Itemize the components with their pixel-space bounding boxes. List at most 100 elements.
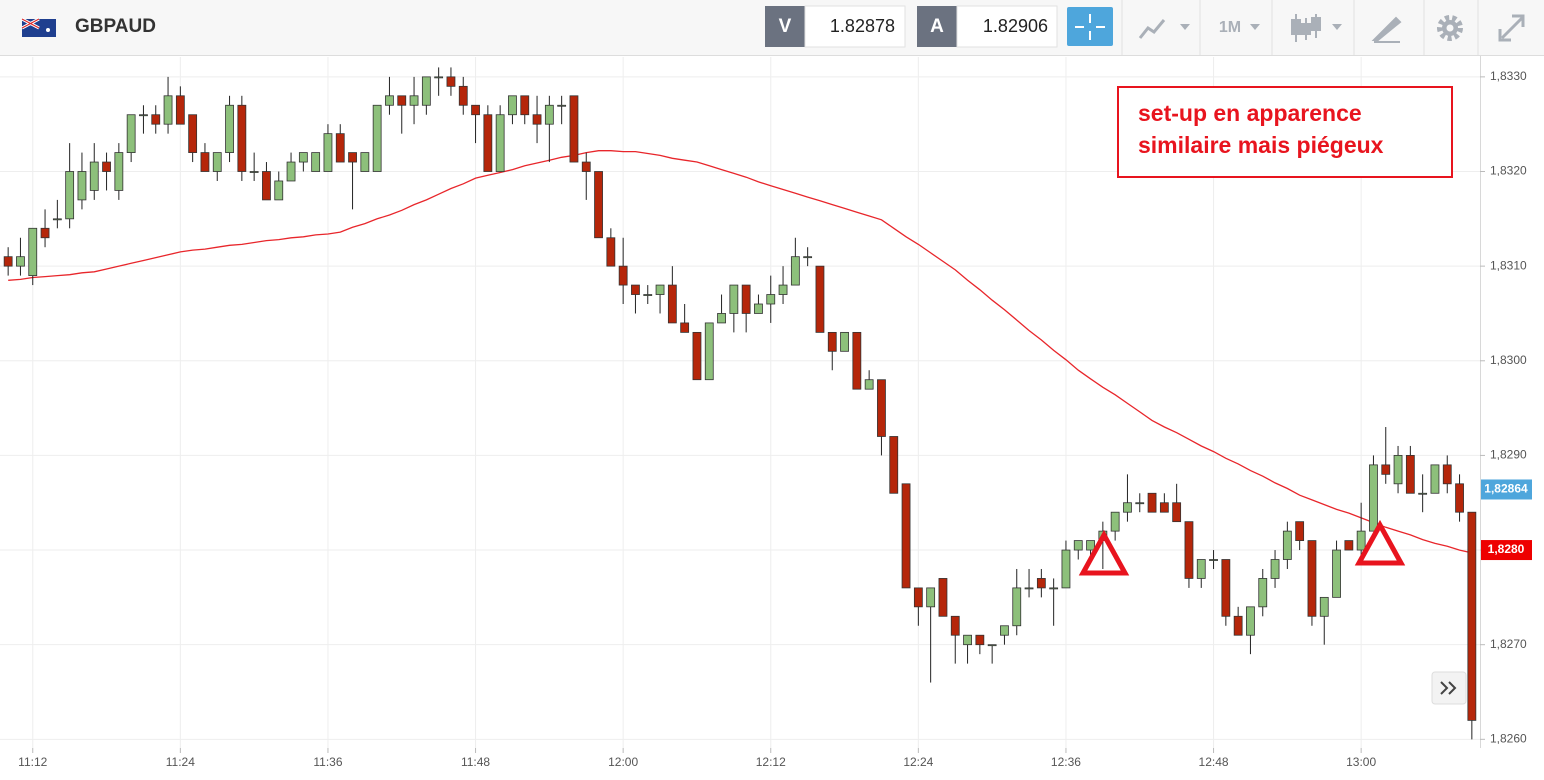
candle-body: [298, 152, 308, 163]
candle-body: [397, 95, 407, 106]
candle-body: [1184, 521, 1194, 579]
candle-body: [938, 578, 948, 617]
candle-body: [987, 644, 997, 647]
candle-body: [163, 95, 173, 125]
candle-body: [840, 331, 849, 352]
candle-body: [385, 95, 394, 106]
candle-body: [335, 133, 345, 163]
candle-body: [815, 265, 825, 333]
candle-body: [188, 114, 198, 153]
candle-body: [594, 171, 603, 239]
candle-body: [901, 483, 911, 589]
candle-body: [655, 284, 665, 295]
candle-body: [827, 331, 837, 352]
candle-body: [65, 171, 75, 220]
annotation-box: [1117, 86, 1453, 178]
x-tick-label: 11:24: [166, 755, 195, 769]
candle-body: [421, 76, 431, 106]
candle-body: [1393, 455, 1403, 485]
candle-body: [1000, 625, 1009, 636]
candle-body: [212, 152, 222, 172]
candle-body: [1405, 455, 1415, 494]
candle-body: [1036, 578, 1046, 589]
candle-body: [754, 303, 763, 314]
toolbar-separators: [1121, 0, 1479, 55]
x-tick-label: 11:36: [313, 755, 342, 769]
candle-body: [225, 104, 234, 153]
bid-price: 1.82878: [830, 16, 895, 36]
symbol: GBPAUD: [75, 16, 156, 37]
candle-body: [1233, 615, 1243, 636]
candle-body: [717, 313, 726, 324]
annotation-text: similaire mais piégeux: [1138, 132, 1384, 158]
candle-body: [471, 104, 480, 116]
price-badge: [1481, 540, 1532, 561]
candle-body: [1123, 502, 1132, 513]
candle-body: [409, 95, 419, 106]
flag-icon: [21, 17, 56, 37]
candle-body: [1282, 530, 1292, 560]
candle-body: [975, 634, 985, 646]
candle-body: [643, 294, 653, 296]
candle-body: [40, 227, 50, 239]
candle-body: [1344, 540, 1354, 551]
candle-body: [262, 171, 271, 201]
candle-body: [1110, 511, 1120, 532]
x-tick-label: 12:48: [1199, 755, 1229, 769]
candle-body: [1295, 521, 1305, 541]
candle-body: [1172, 502, 1182, 523]
candle-body: [889, 436, 899, 494]
candle-body: [532, 114, 542, 125]
ask-box: [956, 5, 1058, 48]
candle-body: [1455, 483, 1464, 513]
candle-body: [77, 171, 87, 201]
x-tick-label: 13:00: [1346, 755, 1376, 769]
candle-body: [1049, 587, 1059, 590]
candle-body: [1135, 502, 1145, 505]
chart-type-button[interactable]: [1138, 19, 1190, 39]
candles-button[interactable]: [1291, 14, 1342, 42]
candle-body: [1418, 492, 1428, 495]
candle-body: [323, 133, 333, 172]
candle-body: [1381, 464, 1391, 475]
candle-body: [1442, 464, 1452, 485]
setup-triangle: [1354, 519, 1406, 566]
ask-button[interactable]: [917, 6, 957, 47]
annotation: set-up en apparence similaire mais piége…: [1117, 86, 1453, 178]
candle-body: [311, 152, 321, 172]
candle-body: [1086, 540, 1095, 551]
setup-triangle: [1078, 529, 1130, 576]
candle-body: [963, 634, 972, 646]
candle-body: [1258, 578, 1268, 608]
settings-button[interactable]: [1437, 15, 1463, 41]
candle-body: [102, 161, 111, 172]
fullscreen-button[interactable]: [1498, 14, 1525, 42]
scroll-button[interactable]: [1431, 671, 1467, 705]
y-tick-label: 1,8320: [1490, 164, 1527, 178]
price-badge-label: 1,82864: [1484, 482, 1528, 496]
y-tick-label: 1,8260: [1490, 731, 1527, 745]
candle-body: [249, 171, 259, 173]
crosshair-button[interactable]: [1067, 7, 1113, 46]
y-tick-label: 1,8310: [1490, 258, 1527, 272]
candle-body: [766, 294, 776, 305]
candle-body: [618, 265, 628, 286]
candle-body: [1061, 549, 1071, 589]
candle-body: [913, 587, 923, 608]
candle-body: [360, 152, 370, 172]
timeframe[interactable]: 1M: [1219, 19, 1241, 36]
candle-body: [446, 76, 456, 87]
candle-body: [1332, 549, 1341, 598]
draw-button[interactable]: [1371, 16, 1402, 43]
moving-average: [8, 150, 1473, 554]
candle-body: [1221, 559, 1231, 617]
annotation-text: set-up en apparence: [1138, 100, 1362, 126]
y-tick-label: 1,8290: [1490, 448, 1527, 462]
candle-body: [544, 104, 554, 125]
candle-body: [114, 152, 124, 191]
candle-body: [729, 284, 739, 314]
candle-body: [864, 379, 874, 390]
bid-label: V: [779, 16, 792, 37]
bid-button[interactable]: [765, 6, 805, 47]
